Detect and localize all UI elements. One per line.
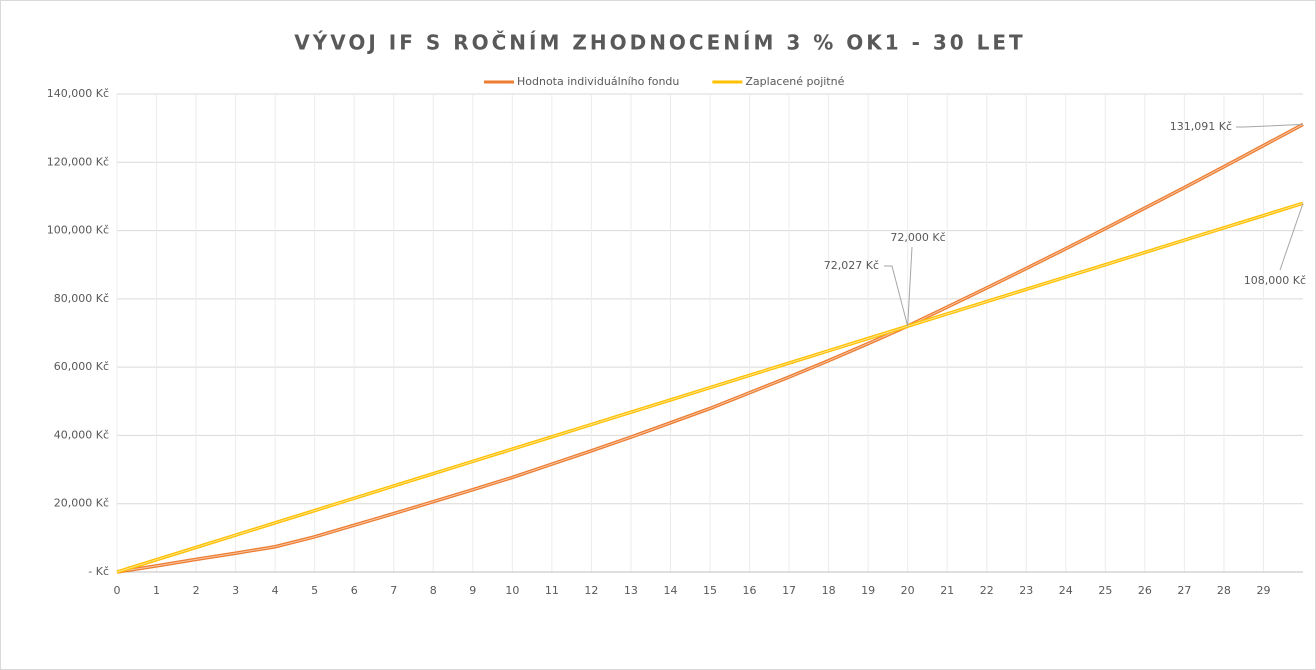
- x-tick-label: 17: [782, 584, 796, 597]
- x-tick-label: 25: [1098, 584, 1112, 597]
- x-tick-label: 5: [311, 584, 318, 597]
- y-tick-label: 80,000 Kč: [54, 292, 109, 305]
- series-line-inner: [116, 123, 1304, 573]
- x-tick-label: 0: [114, 584, 121, 597]
- x-tick-label: 26: [1138, 584, 1152, 597]
- x-tick-label: 15: [703, 584, 717, 597]
- x-tick-label: 16: [743, 584, 757, 597]
- x-tick-label: 13: [624, 584, 638, 597]
- x-tick-label: 21: [940, 584, 954, 597]
- annotation-leader: [1279, 203, 1304, 271]
- x-tick-label: 22: [980, 584, 994, 597]
- x-tick-label: 20: [901, 584, 915, 597]
- annotation: 72,000 Kč: [890, 231, 945, 244]
- legend-label: Hodnota individuálního fondu: [517, 75, 679, 88]
- annotation: 131,091 Kč: [1170, 120, 1232, 133]
- x-tick-label: 1: [153, 584, 160, 597]
- y-tick-label: 140,000 Kč: [47, 87, 109, 100]
- x-tick-label: 28: [1217, 584, 1231, 597]
- series-line-inner: [116, 202, 1304, 573]
- x-tick-label: 9: [469, 584, 476, 597]
- annotation: 108,000 Kč: [1244, 274, 1306, 287]
- annotation-leader: [884, 265, 909, 327]
- y-tick-label: 20,000 Kč: [54, 497, 109, 510]
- chart-title: VÝVOJ IF S ROČNÍM ZHODNOCENÍM 3 % OK1 - …: [294, 31, 1025, 55]
- x-tick-label: 2: [193, 584, 200, 597]
- x-tick-label: 4: [272, 584, 279, 597]
- x-tick-label: 29: [1256, 584, 1270, 597]
- x-tick-label: 6: [351, 584, 358, 597]
- x-tick-label: 18: [822, 584, 836, 597]
- y-tick-label: 120,000 Kč: [47, 155, 109, 168]
- x-tick-label: 11: [545, 584, 559, 597]
- y-tick-label: 40,000 Kč: [54, 428, 109, 441]
- x-tick-label: 7: [390, 584, 397, 597]
- annotation-leader: [907, 246, 913, 327]
- x-tick-label: 10: [505, 584, 519, 597]
- y-tick-label: 60,000 Kč: [54, 360, 109, 373]
- annotation: 72,027 Kč: [824, 259, 879, 272]
- x-tick-label: 14: [663, 584, 677, 597]
- x-tick-label: 19: [861, 584, 875, 597]
- x-tick-label: 24: [1059, 584, 1073, 597]
- x-tick-label: 8: [430, 584, 437, 597]
- x-tick-label: 3: [232, 584, 239, 597]
- y-tick-label: 100,000 Kč: [47, 224, 109, 237]
- x-tick-label: 12: [584, 584, 598, 597]
- legend-label: Zaplacené pojitné: [745, 75, 844, 88]
- annotation-leader: [1236, 123, 1304, 128]
- x-tick-label: 27: [1177, 584, 1191, 597]
- y-tick-label: - Kč: [88, 565, 109, 578]
- x-tick-label: 23: [1019, 584, 1033, 597]
